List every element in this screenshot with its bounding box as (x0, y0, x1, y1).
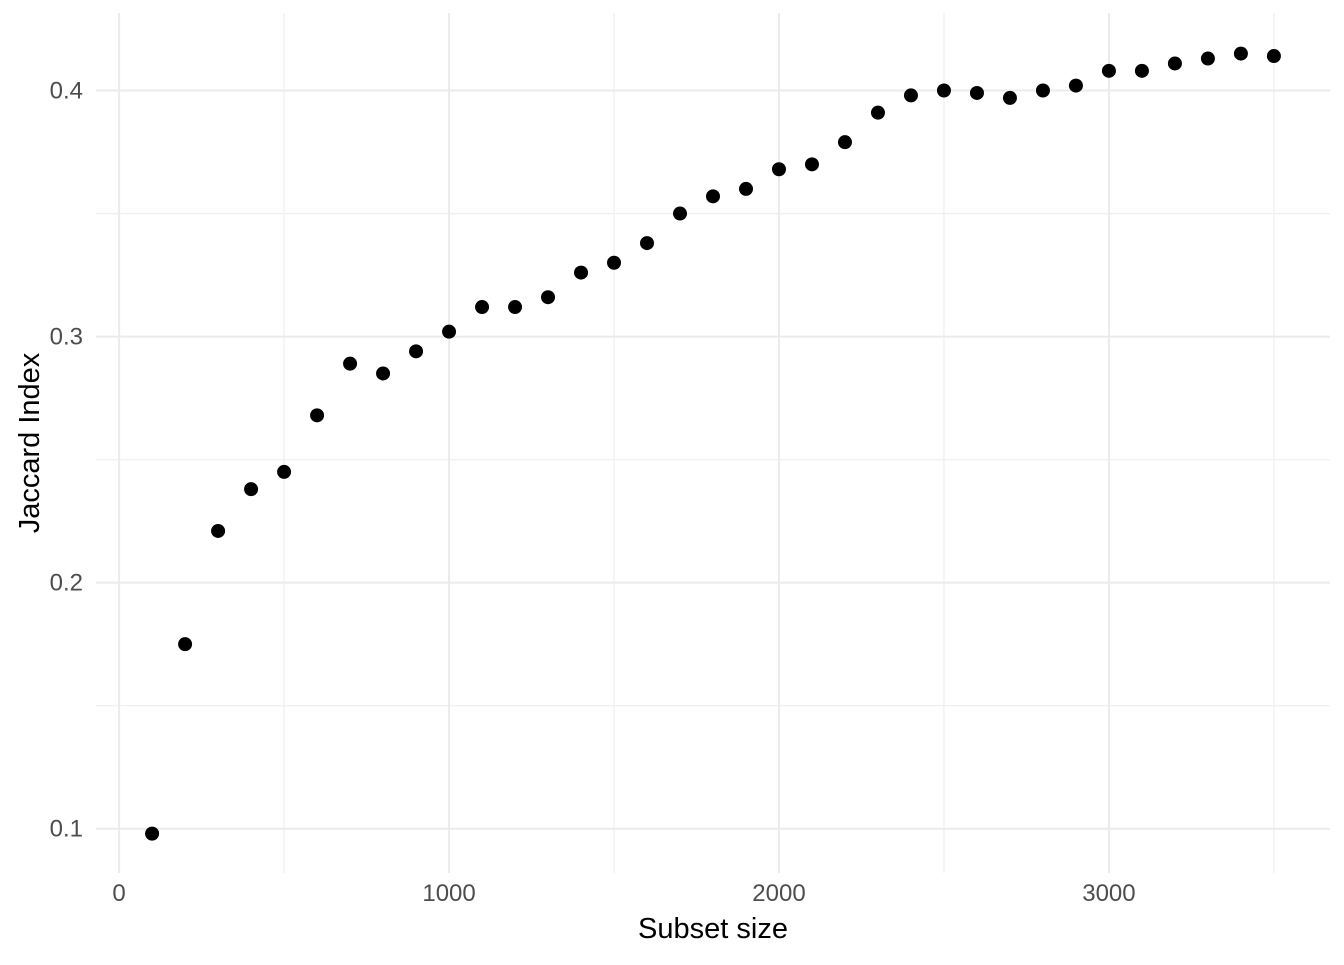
y-axis-title: Jaccard Index (14, 352, 46, 533)
y-tick-label: 0.4 (50, 78, 83, 105)
x-axis-title: Subset size (638, 913, 788, 945)
data-point (211, 523, 226, 538)
y-tick-label: 0.2 (50, 570, 83, 597)
data-point (1167, 56, 1182, 71)
y-axis-tick-labels: 0.1 0.2 0.3 0.4 (50, 78, 83, 843)
data-point (706, 189, 720, 204)
data-point (442, 324, 457, 339)
x-tick-label: 2000 (752, 880, 805, 907)
data-point (1101, 63, 1116, 78)
data-point (673, 206, 688, 221)
data-point (771, 162, 786, 177)
data-point (409, 344, 424, 359)
data-point (1233, 46, 1248, 61)
data-point (738, 181, 753, 196)
y-tick-label: 0.3 (50, 324, 83, 351)
data-point (936, 83, 951, 98)
data-point (837, 135, 852, 150)
data-point (178, 637, 193, 652)
data-point (277, 464, 292, 479)
data-point (640, 236, 655, 251)
data-point (1035, 83, 1050, 98)
data-point (343, 356, 358, 371)
grid-major-lines (96, 13, 1330, 873)
data-point (903, 88, 918, 103)
data-point (310, 408, 325, 423)
data-point (1002, 90, 1017, 105)
data-point (969, 85, 984, 100)
data-point (376, 366, 391, 381)
data-point (607, 255, 622, 270)
data-point (475, 300, 490, 315)
y-tick-label: 0.1 (50, 816, 83, 843)
data-point (508, 300, 523, 315)
data-point (804, 157, 819, 172)
data-point (574, 265, 589, 280)
x-tick-label: 0 (112, 880, 125, 907)
x-tick-label: 3000 (1082, 880, 1135, 907)
data-point (1200, 51, 1215, 66)
data-point (244, 482, 259, 497)
x-axis-tick-labels: 0 1000 2000 3000 (112, 880, 1135, 907)
grid-minor-lines (96, 13, 1330, 873)
data-point (541, 290, 556, 305)
data-point (1134, 63, 1149, 78)
x-tick-label: 1000 (422, 880, 475, 907)
data-point (1266, 49, 1281, 64)
data-point (1068, 78, 1083, 93)
data-point (145, 826, 160, 841)
data-point (870, 105, 885, 120)
data-points (145, 46, 1281, 841)
